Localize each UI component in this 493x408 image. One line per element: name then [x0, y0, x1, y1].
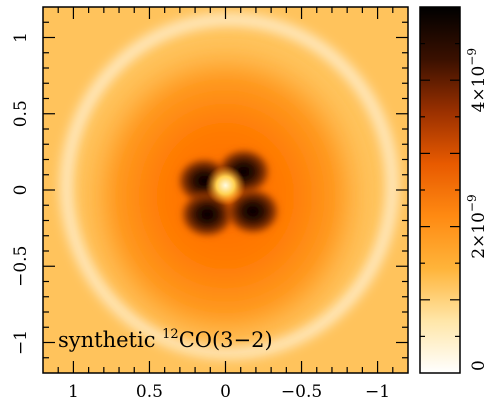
colorbar-ticks: 02×10−94×10−9	[420, 42, 489, 371]
plot-annotation: synthetic 12CO(3−2)	[58, 327, 273, 352]
colorbar-tick-mantissa: 4×10	[469, 66, 489, 113]
y-axis: 1 0.5 0 −0.5 −1	[11, 21, 408, 359]
colorbar-tick-label: 0	[469, 360, 489, 371]
y-tick-label: 0	[11, 185, 31, 196]
y-tick-label: 0.5	[11, 100, 31, 127]
colorbar-tick-exponent: −9	[465, 48, 479, 66]
y-tick-label: −0.5	[11, 246, 31, 287]
x-tick-label: 0.5	[136, 382, 163, 402]
colorbar-tick-exponent: −9	[465, 194, 479, 212]
colorbar-tick-mantissa: 2×10	[469, 212, 489, 259]
heatmap-image	[43, 7, 408, 373]
annotation-text: CO(3−2)	[179, 328, 273, 352]
colorbar-tick-label: 2×10−9	[465, 194, 489, 258]
central-peak	[205, 165, 246, 206]
x-tick-label: −1	[365, 382, 390, 402]
y-tick-label: −1	[11, 330, 31, 355]
colorbar: 02×10−94×10−9	[419, 6, 489, 374]
x-axis: 1 0.5 0 −0.5 −1	[57, 7, 394, 402]
annotation-prefix: synthetic	[58, 328, 162, 352]
colorbar-tick-label: 4×10−9	[465, 48, 489, 112]
annotation-superscript: 12	[162, 327, 179, 342]
x-tick-label: −0.5	[281, 382, 322, 402]
x-tick-label: 1	[68, 382, 79, 402]
colorbar-gradient	[420, 7, 460, 373]
x-tick-label: 0	[220, 382, 231, 402]
y-tick-label: 1	[11, 32, 31, 43]
